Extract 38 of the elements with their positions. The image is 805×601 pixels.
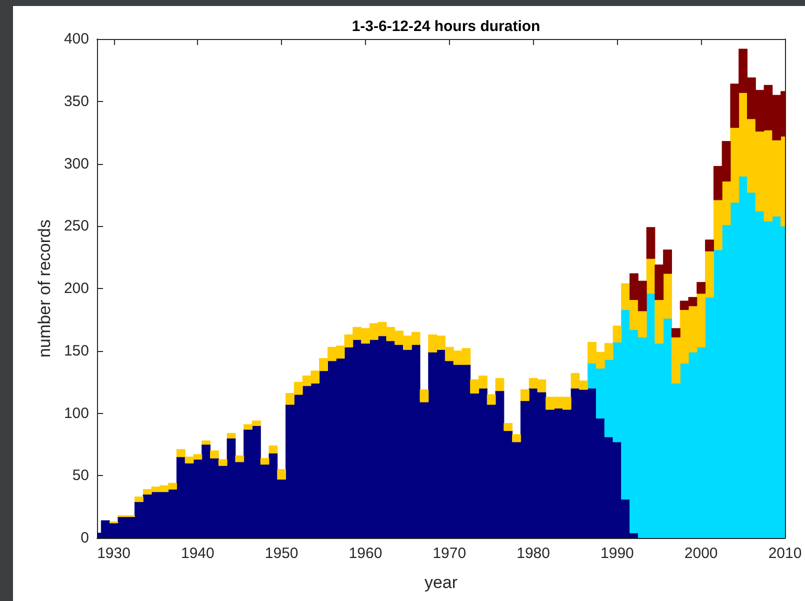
bar [504, 422, 513, 431]
x-tick-label: 1940 [180, 545, 214, 562]
bar [134, 496, 144, 502]
y-tick-label: 400 [64, 30, 89, 48]
x-tick-label: 2010 [768, 545, 802, 562]
bar [512, 434, 521, 442]
x-tick-label: 1930 [97, 545, 130, 562]
bar [420, 389, 429, 402]
y-tick-label: 100 [64, 404, 89, 422]
chart-title: 1-3-6-12-24 hours duration [352, 18, 540, 35]
y-axis-title: number of records [35, 220, 54, 358]
y-tick-label: 150 [64, 342, 89, 360]
bar [486, 394, 496, 405]
y-tick-label: 200 [64, 280, 89, 297]
x-tick-label: 1990 [600, 545, 634, 562]
bar [671, 328, 680, 338]
x-tick-label: 1960 [348, 545, 382, 562]
bar [696, 282, 706, 294]
bar [268, 445, 278, 454]
x-tick-label: 2000 [684, 545, 718, 562]
y-tick-label: 250 [64, 218, 89, 235]
y-tick-label: 50 [72, 467, 89, 484]
x-axis-title: year [424, 573, 458, 592]
bar [705, 240, 714, 252]
y-tick-label: 350 [64, 92, 89, 110]
bar [277, 469, 286, 480]
x-tick-label: 1950 [264, 545, 298, 562]
y-tick-label: 0 [80, 530, 89, 546]
bar [495, 378, 504, 392]
bar [235, 455, 244, 462]
y-tick-label: 300 [64, 155, 89, 172]
bar [260, 458, 270, 465]
bar [202, 440, 211, 445]
bar [646, 258, 656, 294]
x-tick-label: 1970 [432, 545, 466, 562]
bar [226, 432, 236, 438]
bar [646, 227, 656, 259]
x-tick-label: 1980 [516, 545, 550, 562]
